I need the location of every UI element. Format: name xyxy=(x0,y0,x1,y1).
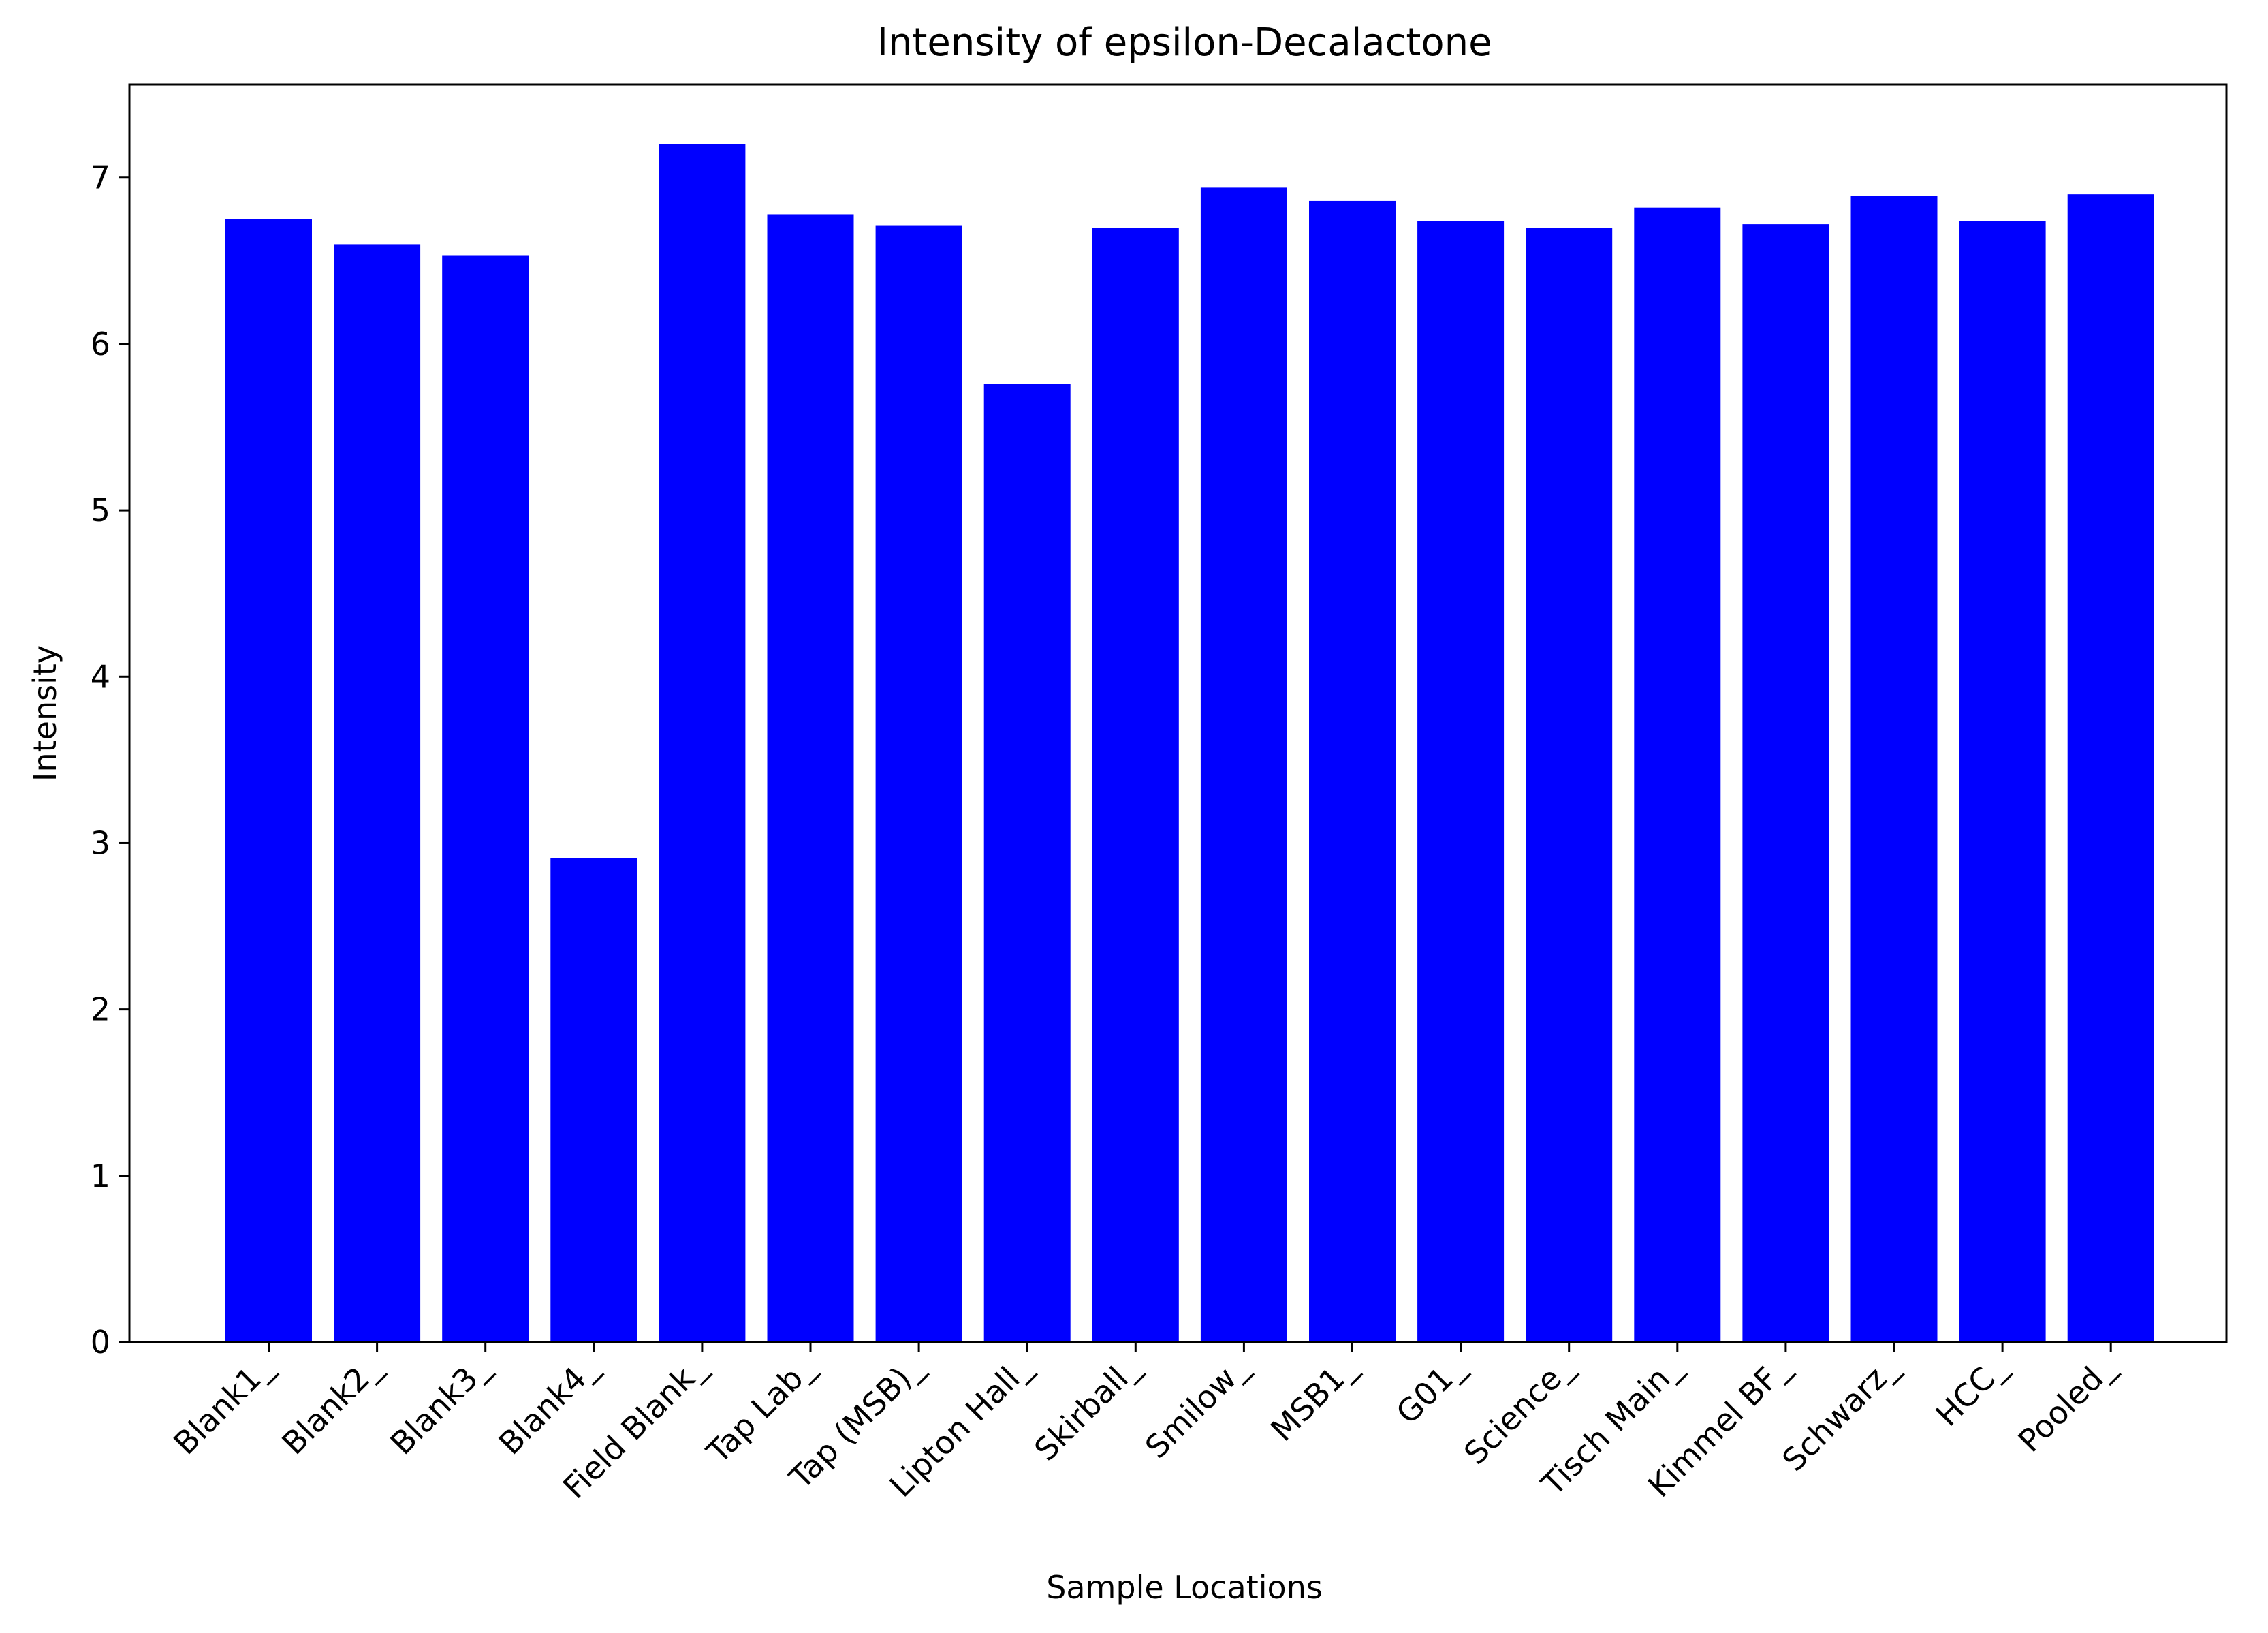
bar-18 xyxy=(2067,194,2154,1343)
bar-2 xyxy=(334,244,421,1342)
y-tick-label: 7 xyxy=(91,159,110,196)
y-tick-label: 0 xyxy=(91,1324,110,1360)
bar-3 xyxy=(442,255,529,1343)
bar-17 xyxy=(1959,221,2046,1342)
y-tick-label: 5 xyxy=(91,492,110,529)
y-tick-label: 3 xyxy=(91,824,110,861)
plot-frame xyxy=(128,83,2228,1343)
bar-16 xyxy=(1850,196,1938,1342)
bar-1 xyxy=(225,219,312,1343)
bar-14 xyxy=(1634,207,1721,1342)
bar-4 xyxy=(550,858,637,1342)
bar-15 xyxy=(1742,224,1829,1343)
bar-8 xyxy=(983,384,1071,1342)
y-tick-label: 6 xyxy=(91,326,110,362)
bar-12 xyxy=(1417,221,1505,1342)
y-tick-label: 4 xyxy=(91,658,110,695)
y-axis-label: Intensity xyxy=(27,645,63,781)
bar-10 xyxy=(1200,187,1287,1342)
y-tick-label: 1 xyxy=(91,1157,110,1194)
bar-group xyxy=(225,144,2154,1343)
bar-5 xyxy=(659,144,746,1342)
chart-title: Intensity of epsilon-Decalactone xyxy=(877,20,1492,65)
bar-9 xyxy=(1092,227,1179,1342)
x-axis-label: Sample Locations xyxy=(1046,1569,1323,1606)
bar-7 xyxy=(875,225,962,1342)
y-axis: 0 1 2 3 4 5 6 7 xyxy=(91,159,129,1360)
bar-11 xyxy=(1309,200,1396,1343)
bar-6 xyxy=(767,214,854,1342)
bar-13 xyxy=(1526,227,1613,1342)
y-tick-label: 2 xyxy=(91,991,110,1028)
